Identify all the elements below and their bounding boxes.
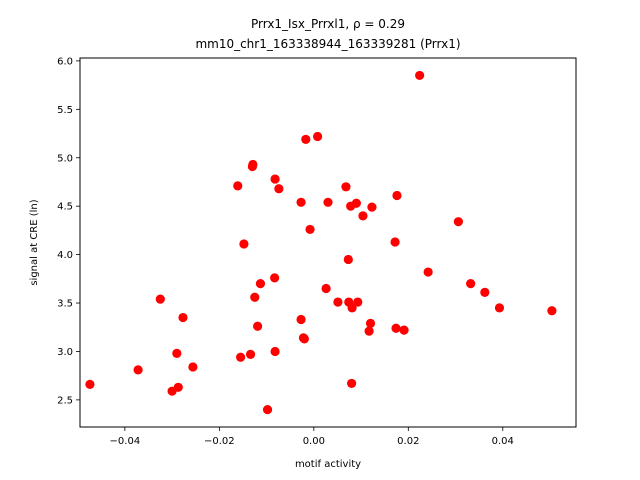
data-point	[299, 334, 309, 344]
y-tick-label: 4.5	[57, 202, 73, 213]
data-point	[480, 287, 490, 297]
x-tick-label: −0.02	[204, 436, 235, 447]
data-point	[296, 197, 306, 207]
data-point	[188, 362, 198, 372]
plot-area: −0.04 −0.02 0.00 0.02 0.04 2.5 3.0 3.5 4.0 4.5 5.0…	[57, 56, 557, 447]
y-tick-label: 6.0	[57, 56, 73, 67]
data-point	[343, 254, 353, 265]
x-axis-label: motif activity	[295, 459, 361, 470]
data-point	[296, 314, 306, 325]
data-point	[270, 346, 280, 357]
data-point	[253, 321, 263, 331]
data-point	[173, 382, 183, 392]
data-point	[341, 182, 351, 192]
y-tick-label: 4.0	[57, 250, 73, 261]
y-tick-label: 3.5	[57, 299, 73, 310]
data-point	[172, 348, 182, 358]
x-tick-label: 0.04	[492, 436, 514, 447]
y-tick-label: 5.0	[57, 153, 73, 164]
data-point	[390, 237, 400, 247]
data-point	[133, 365, 143, 375]
data-point	[399, 325, 409, 335]
y-tick-label: 3.0	[57, 347, 73, 358]
data-point	[178, 312, 188, 323]
data-point	[415, 70, 425, 81]
y-tick-label: 2.5	[57, 395, 73, 406]
chart-title-line2: mm10_chr1_163338944_163339281 (Prrx1)	[195, 37, 460, 51]
x-tick-label: 0.00	[303, 436, 325, 447]
data-point	[305, 224, 315, 235]
data-point	[85, 379, 95, 389]
data-point	[364, 326, 374, 336]
data-point	[391, 323, 401, 333]
data-point	[494, 303, 505, 313]
data-point	[270, 273, 280, 283]
x-tick-label: 0.02	[397, 436, 419, 447]
data-point	[245, 349, 256, 359]
data-point	[233, 181, 243, 191]
data-point	[347, 303, 357, 313]
data-point	[367, 202, 377, 212]
data-point	[453, 217, 463, 227]
y-axis-label: signal at CRE (ln)	[29, 199, 40, 285]
data-point	[270, 174, 280, 184]
y-tick-label: 5.5	[57, 105, 73, 116]
data-point	[353, 297, 363, 307]
data-point	[323, 197, 333, 207]
data-point	[274, 184, 284, 194]
data-point	[423, 267, 433, 277]
data-point	[313, 131, 323, 142]
data-point	[301, 134, 311, 144]
data-point	[248, 159, 258, 170]
chart-title-line1: Prrx1_Isx_Prrxl1, ρ = 0.29	[251, 17, 405, 31]
plot-frame	[79, 57, 577, 428]
data-point	[547, 306, 557, 316]
data-point	[358, 211, 368, 221]
data-point	[347, 378, 357, 389]
data-point	[365, 318, 376, 328]
data-point	[466, 279, 476, 289]
data-point	[155, 294, 165, 304]
data-point	[250, 292, 260, 302]
data-point	[255, 279, 266, 289]
x-tick-label: −0.04	[110, 436, 141, 447]
data-point	[351, 198, 361, 208]
data-point	[392, 190, 402, 201]
data-point	[262, 404, 273, 415]
data-point	[333, 297, 343, 307]
data-point	[239, 239, 249, 249]
data-point	[321, 283, 331, 294]
data-point	[236, 352, 246, 362]
